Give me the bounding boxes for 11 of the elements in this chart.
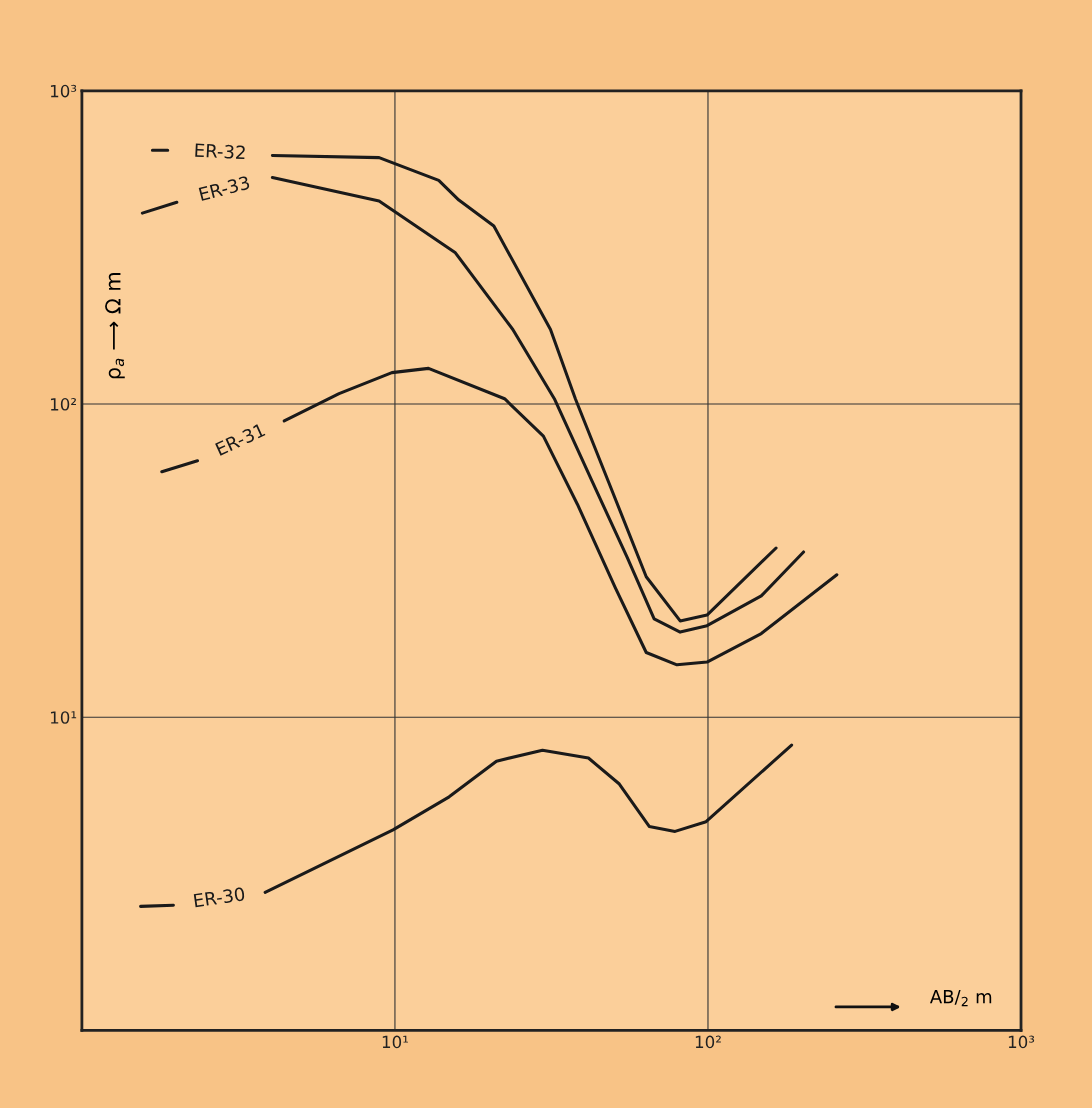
y-axis-title: ρ$_{a}$ ⟶ Ω m: [105, 273, 125, 379]
y-tick-label: 10³: [50, 84, 77, 98]
x-tick-label: 10²: [695, 1035, 721, 1049]
y-tick-label: 10²: [50, 398, 76, 411]
x-tick-label: 10¹: [382, 1035, 408, 1049]
text: ER-33: [198, 175, 251, 202]
x-tick-label: 10³: [1008, 1035, 1035, 1049]
x-axis-title: AB/$_{2}$ m: [929, 990, 992, 1007]
series-label: ER-32: [195, 143, 245, 160]
y-tick-label: 10¹: [50, 711, 77, 724]
text: ER-30: [193, 886, 245, 908]
